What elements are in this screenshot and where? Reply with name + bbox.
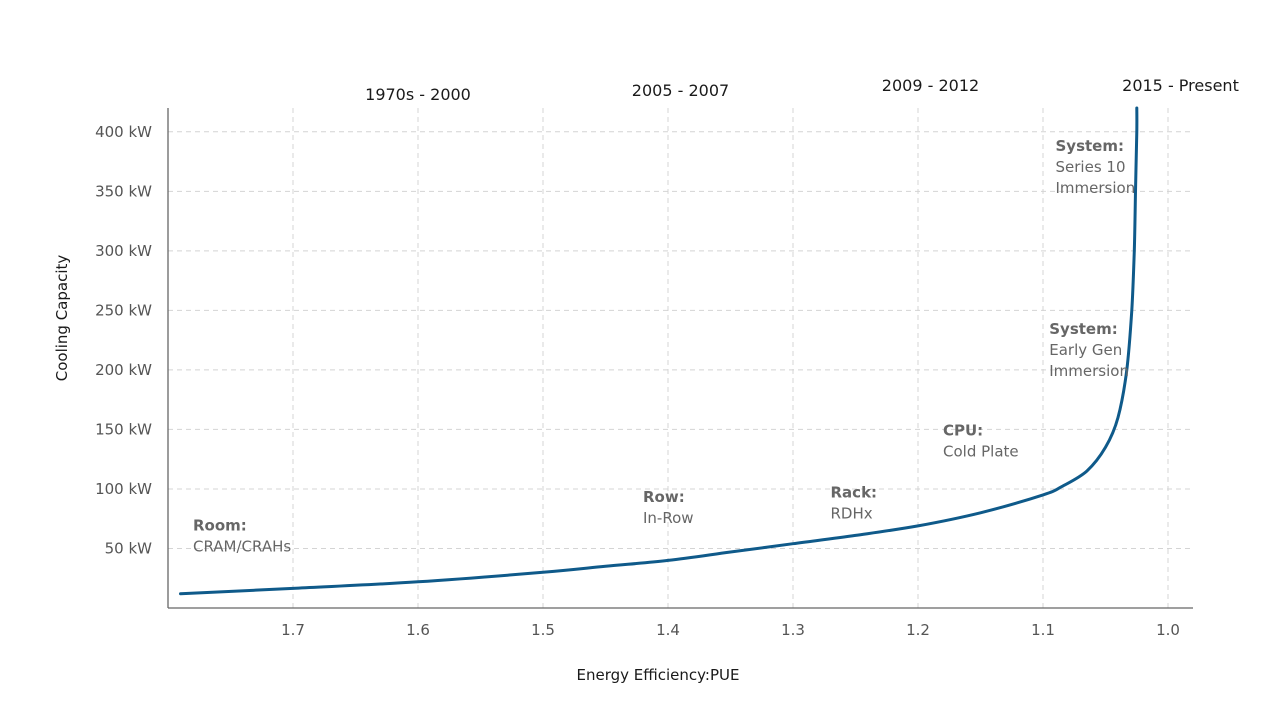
y-tick-label: 250 kW xyxy=(95,301,152,319)
annotation-text: Series 10 xyxy=(1056,158,1126,176)
era-label: 2009 - 2012 xyxy=(882,76,979,95)
annotation-text: CRAM/CRAHs xyxy=(193,538,291,556)
x-tick-label: 1.4 xyxy=(656,621,680,639)
y-axis-title: Cooling Capacity xyxy=(53,255,71,382)
annotation-text: Cold Plate xyxy=(943,442,1019,460)
era-labels: 1970s - 2000 2005 - 2007 2009 - 2012 2015 -… xyxy=(365,76,1239,104)
y-tick-label: 300 kW xyxy=(95,242,152,260)
x-tick-label: 1.1 xyxy=(1031,621,1055,639)
era-label: 1970s - 2000 xyxy=(365,85,471,104)
y-tick-label: 150 kW xyxy=(95,420,152,438)
annotation-heading: Row: xyxy=(643,488,685,506)
annotation-heading: Rack: xyxy=(831,483,878,501)
annotation-text: Immersion xyxy=(1049,362,1129,380)
x-tick-label: 1.2 xyxy=(906,621,930,639)
y-tick-label: 200 kW xyxy=(95,361,152,379)
annotation-text: Immersion xyxy=(1056,179,1136,197)
annotation-text: RDHx xyxy=(831,504,873,522)
annotation-heading: System: xyxy=(1049,320,1117,338)
y-tick-label: 50 kW xyxy=(105,539,153,557)
annotation-heading: System: xyxy=(1056,137,1124,155)
annotation-text: In-Row xyxy=(643,509,694,527)
y-ticks: 50 kW 100 kW 150 kW 200 kW 250 kW 300 kW 350 k… xyxy=(95,123,152,558)
axes xyxy=(167,108,1193,609)
era-label: 2015 - Present xyxy=(1122,76,1239,95)
y-tick-label: 100 kW xyxy=(95,480,152,498)
x-tick-label: 1.6 xyxy=(406,621,430,639)
x-tick-label: 1.5 xyxy=(531,621,555,639)
x-axis-title: Energy Efficiency:PUE xyxy=(576,666,739,684)
y-tick-label: 400 kW xyxy=(95,123,152,141)
series xyxy=(179,106,1139,596)
annotation-heading: Room: xyxy=(193,517,247,535)
x-tick-label: 1.0 xyxy=(1156,621,1180,639)
annotation-heading: CPU: xyxy=(943,421,983,439)
series-line xyxy=(179,106,1139,596)
era-label: 2005 - 2007 xyxy=(632,81,729,100)
x-tick-label: 1.7 xyxy=(281,621,305,639)
x-ticks: 1.7 1.6 1.5 1.4 1.3 1.2 1.1 1.0 xyxy=(281,621,1180,639)
x-tick-label: 1.3 xyxy=(781,621,805,639)
grid xyxy=(168,108,1193,608)
annotations: Room: CRAM/CRAHs Row: In-Row Rack: RDHx CPU: Co… xyxy=(193,137,1135,556)
y-tick-label: 350 kW xyxy=(95,182,152,200)
annotation-text: Early Gen xyxy=(1049,341,1122,359)
